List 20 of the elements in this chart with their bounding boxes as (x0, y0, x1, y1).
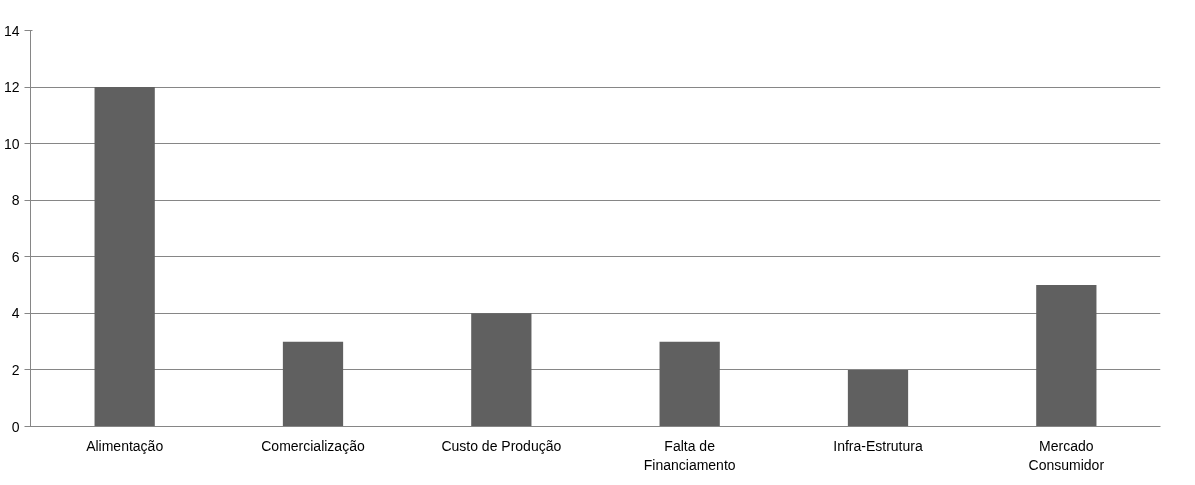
bar (471, 313, 532, 427)
bar (659, 341, 720, 427)
y-tick-label: 8 (11, 192, 20, 209)
bar (847, 369, 909, 427)
x-tick-label: Comercialização (261, 437, 365, 454)
y-tick-label: 6 (11, 248, 20, 265)
bar (282, 341, 344, 427)
x-tick-label: Custo de Produção (441, 437, 562, 454)
bar (94, 87, 155, 427)
bar (1036, 285, 1097, 427)
y-tick-label: 14 (3, 22, 20, 39)
y-tick-label: 4 (11, 305, 20, 322)
y-tick-label: 12 (3, 79, 20, 96)
x-tick-label: Mercado Consumidor (1028, 437, 1105, 473)
x-tick-label: Falta de Financiamento (643, 437, 736, 473)
x-tick-label: Alimentação (86, 437, 164, 454)
y-tick-label: 10 (3, 135, 20, 152)
x-tick-label: Infra-Estrutura (833, 437, 923, 454)
y-tick-label: 0 (11, 418, 20, 435)
y-tick-label: 2 (11, 361, 20, 378)
